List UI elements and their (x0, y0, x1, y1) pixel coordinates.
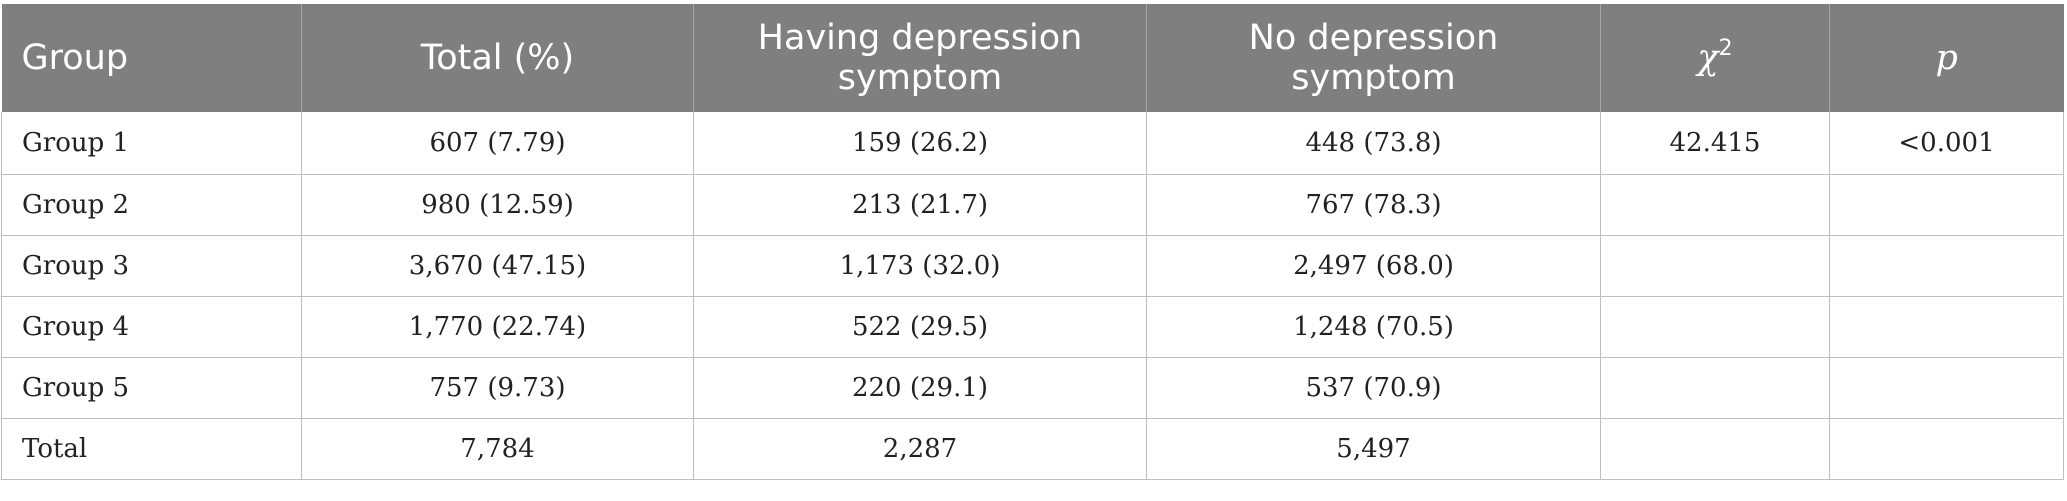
cell-total: 757 (9.73) (301, 357, 694, 419)
cell-p-value (1829, 296, 2064, 358)
cell-having: 522 (29.5) (693, 296, 1147, 358)
cell-no: 448 (73.8) (1146, 112, 1601, 175)
cell-total: 1,770 (22.74) (301, 296, 694, 358)
cell-no: 5,497 (1146, 418, 1601, 480)
cell-having: 1,173 (32.0) (693, 235, 1147, 297)
cell-p-value (1829, 174, 2064, 236)
cell-total: 7,784 (301, 418, 694, 480)
depression-symptom-table: Group Total (%) Having depression sympto… (1, 4, 2064, 480)
cell-no: 1,248 (70.5) (1146, 296, 1601, 358)
cell-chi-square (1600, 296, 1830, 358)
cell-chi-square (1600, 418, 1830, 480)
cell-group: Group 2 (1, 174, 302, 236)
cell-group: Group 4 (1, 296, 302, 358)
cell-p-value (1829, 357, 2064, 419)
cell-total: 3,670 (47.15) (301, 235, 694, 297)
cell-group: Group 5 (1, 357, 302, 419)
table-row: Group 3 3,670 (47.15) 1,173 (32.0) 2,497… (1, 235, 2064, 297)
cell-group: Total (1, 418, 302, 480)
cell-having: 159 (26.2) (693, 112, 1147, 175)
cell-having: 220 (29.1) (693, 357, 1147, 419)
header-chi-square: χ2 (1600, 4, 1830, 112)
table-row: Group 1 607 (7.79) 159 (26.2) 448 (73.8)… (1, 112, 2064, 175)
table-row: Group 4 1,770 (22.74) 522 (29.5) 1,248 (… (1, 296, 2064, 358)
cell-having: 2,287 (693, 418, 1147, 480)
header-group: Group (1, 4, 302, 112)
cell-p-value: <0.001 (1829, 112, 2064, 175)
cell-group: Group 1 (1, 112, 302, 175)
table-row: Group 5 757 (9.73) 220 (29.1) 537 (70.9) (1, 357, 2064, 419)
cell-having: 213 (21.7) (693, 174, 1147, 236)
cell-chi-square (1600, 235, 1830, 297)
table-header: Group Total (%) Having depression sympto… (1, 4, 2064, 112)
cell-no: 537 (70.9) (1146, 357, 1601, 419)
cell-no: 2,497 (68.0) (1146, 235, 1601, 297)
table-row: Group 2 980 (12.59) 213 (21.7) 767 (78.3… (1, 174, 2064, 236)
cell-chi-square: 42.415 (1600, 112, 1830, 175)
chi-superscript: 2 (1718, 36, 1733, 61)
header-total: Total (%) (301, 4, 694, 112)
table-body: Group 1 607 (7.79) 159 (26.2) 448 (73.8)… (1, 112, 2064, 480)
cell-total: 980 (12.59) (301, 174, 694, 236)
p-symbol: p (1935, 38, 1958, 78)
header-p-value: p (1829, 4, 2064, 112)
cell-chi-square (1600, 174, 1830, 236)
cell-no: 767 (78.3) (1146, 174, 1601, 236)
header-row: Group Total (%) Having depression sympto… (1, 4, 2064, 112)
data-table-container: Group Total (%) Having depression sympto… (1, 4, 2064, 480)
cell-chi-square (1600, 357, 1830, 419)
table-row: Total 7,784 2,287 5,497 (1, 418, 2064, 480)
cell-group: Group 3 (1, 235, 302, 297)
cell-p-value (1829, 235, 2064, 297)
header-having-depression: Having depression symptom (693, 4, 1147, 112)
cell-p-value (1829, 418, 2064, 480)
chi-symbol: χ (1697, 38, 1719, 78)
header-no-depression: No depression symptom (1146, 4, 1601, 112)
cell-total: 607 (7.79) (301, 112, 694, 175)
